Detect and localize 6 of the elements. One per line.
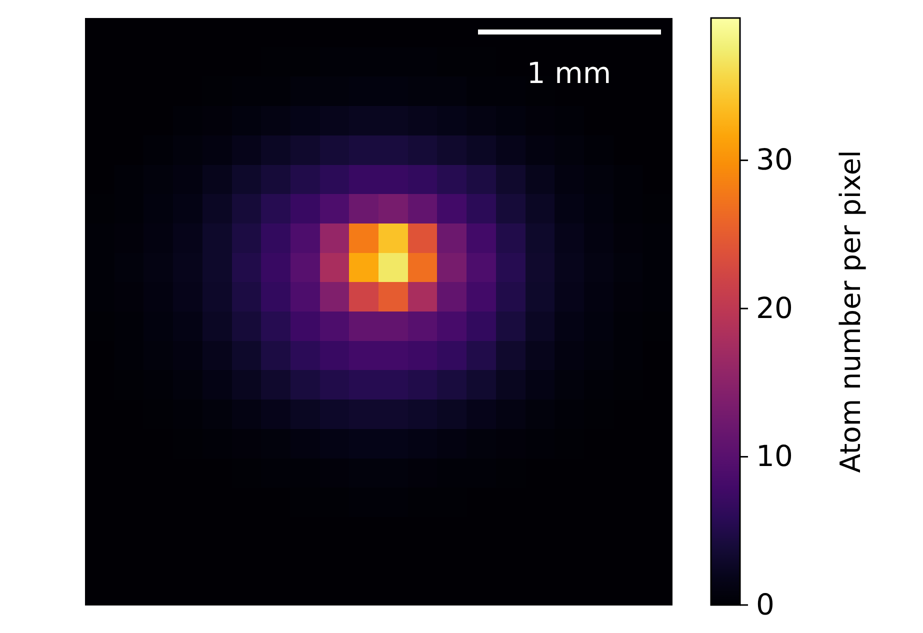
annotation: 1 mm	[526, 56, 612, 90]
color-bar-title: Atom number per pixel	[834, 150, 867, 473]
color-bar-label: 30	[756, 142, 793, 177]
color-bar-label: 0	[756, 587, 774, 622]
color-bar-label: 10	[756, 439, 793, 474]
color-bar-label: 20	[756, 290, 793, 325]
